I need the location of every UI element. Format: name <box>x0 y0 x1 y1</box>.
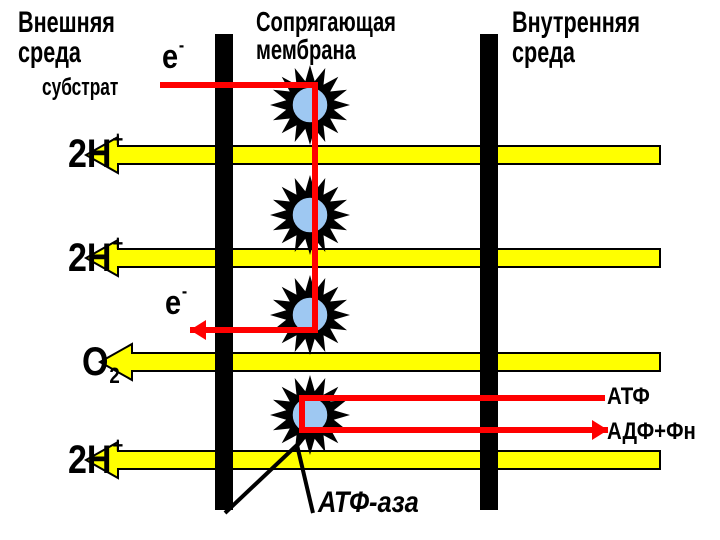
carrier-core-2 <box>292 197 328 233</box>
label-e-bot: e- <box>165 284 186 323</box>
label-inner-env-1: Внутренняя <box>512 6 640 40</box>
membrane-bar-2 <box>480 34 498 510</box>
atp-loop-arrowhead <box>592 420 608 440</box>
label-membrane-2: мембрана <box>256 34 356 66</box>
membrane-bar-1 <box>215 34 233 510</box>
label-e-top: e- <box>162 38 183 77</box>
proton-arrow-1 <box>86 137 660 173</box>
label-atpase: АТФ-аза <box>318 486 419 520</box>
label-inner-env-2: среда <box>512 36 575 70</box>
label-2h-2: 2H+ <box>68 236 122 281</box>
atp-loop <box>302 398 608 430</box>
proton-arrow-4 <box>86 442 660 478</box>
proton-arrow-2 <box>86 240 660 276</box>
label-2h-1: 2H+ <box>68 132 122 177</box>
label-substrate: субстрат <box>42 74 118 102</box>
label-adp: АДФ+Фн <box>607 418 696 446</box>
label-atp: АТФ <box>607 383 650 411</box>
label-o2: O2 <box>82 340 119 385</box>
carrier-core-1 <box>292 87 328 123</box>
label-outer-env-2: среда <box>18 36 81 70</box>
label-outer-env-1: Внешняя <box>18 6 115 40</box>
proton-arrow-3 <box>100 344 660 380</box>
label-2h-3: 2H+ <box>68 438 122 483</box>
electron-path-arrowhead <box>190 320 206 340</box>
